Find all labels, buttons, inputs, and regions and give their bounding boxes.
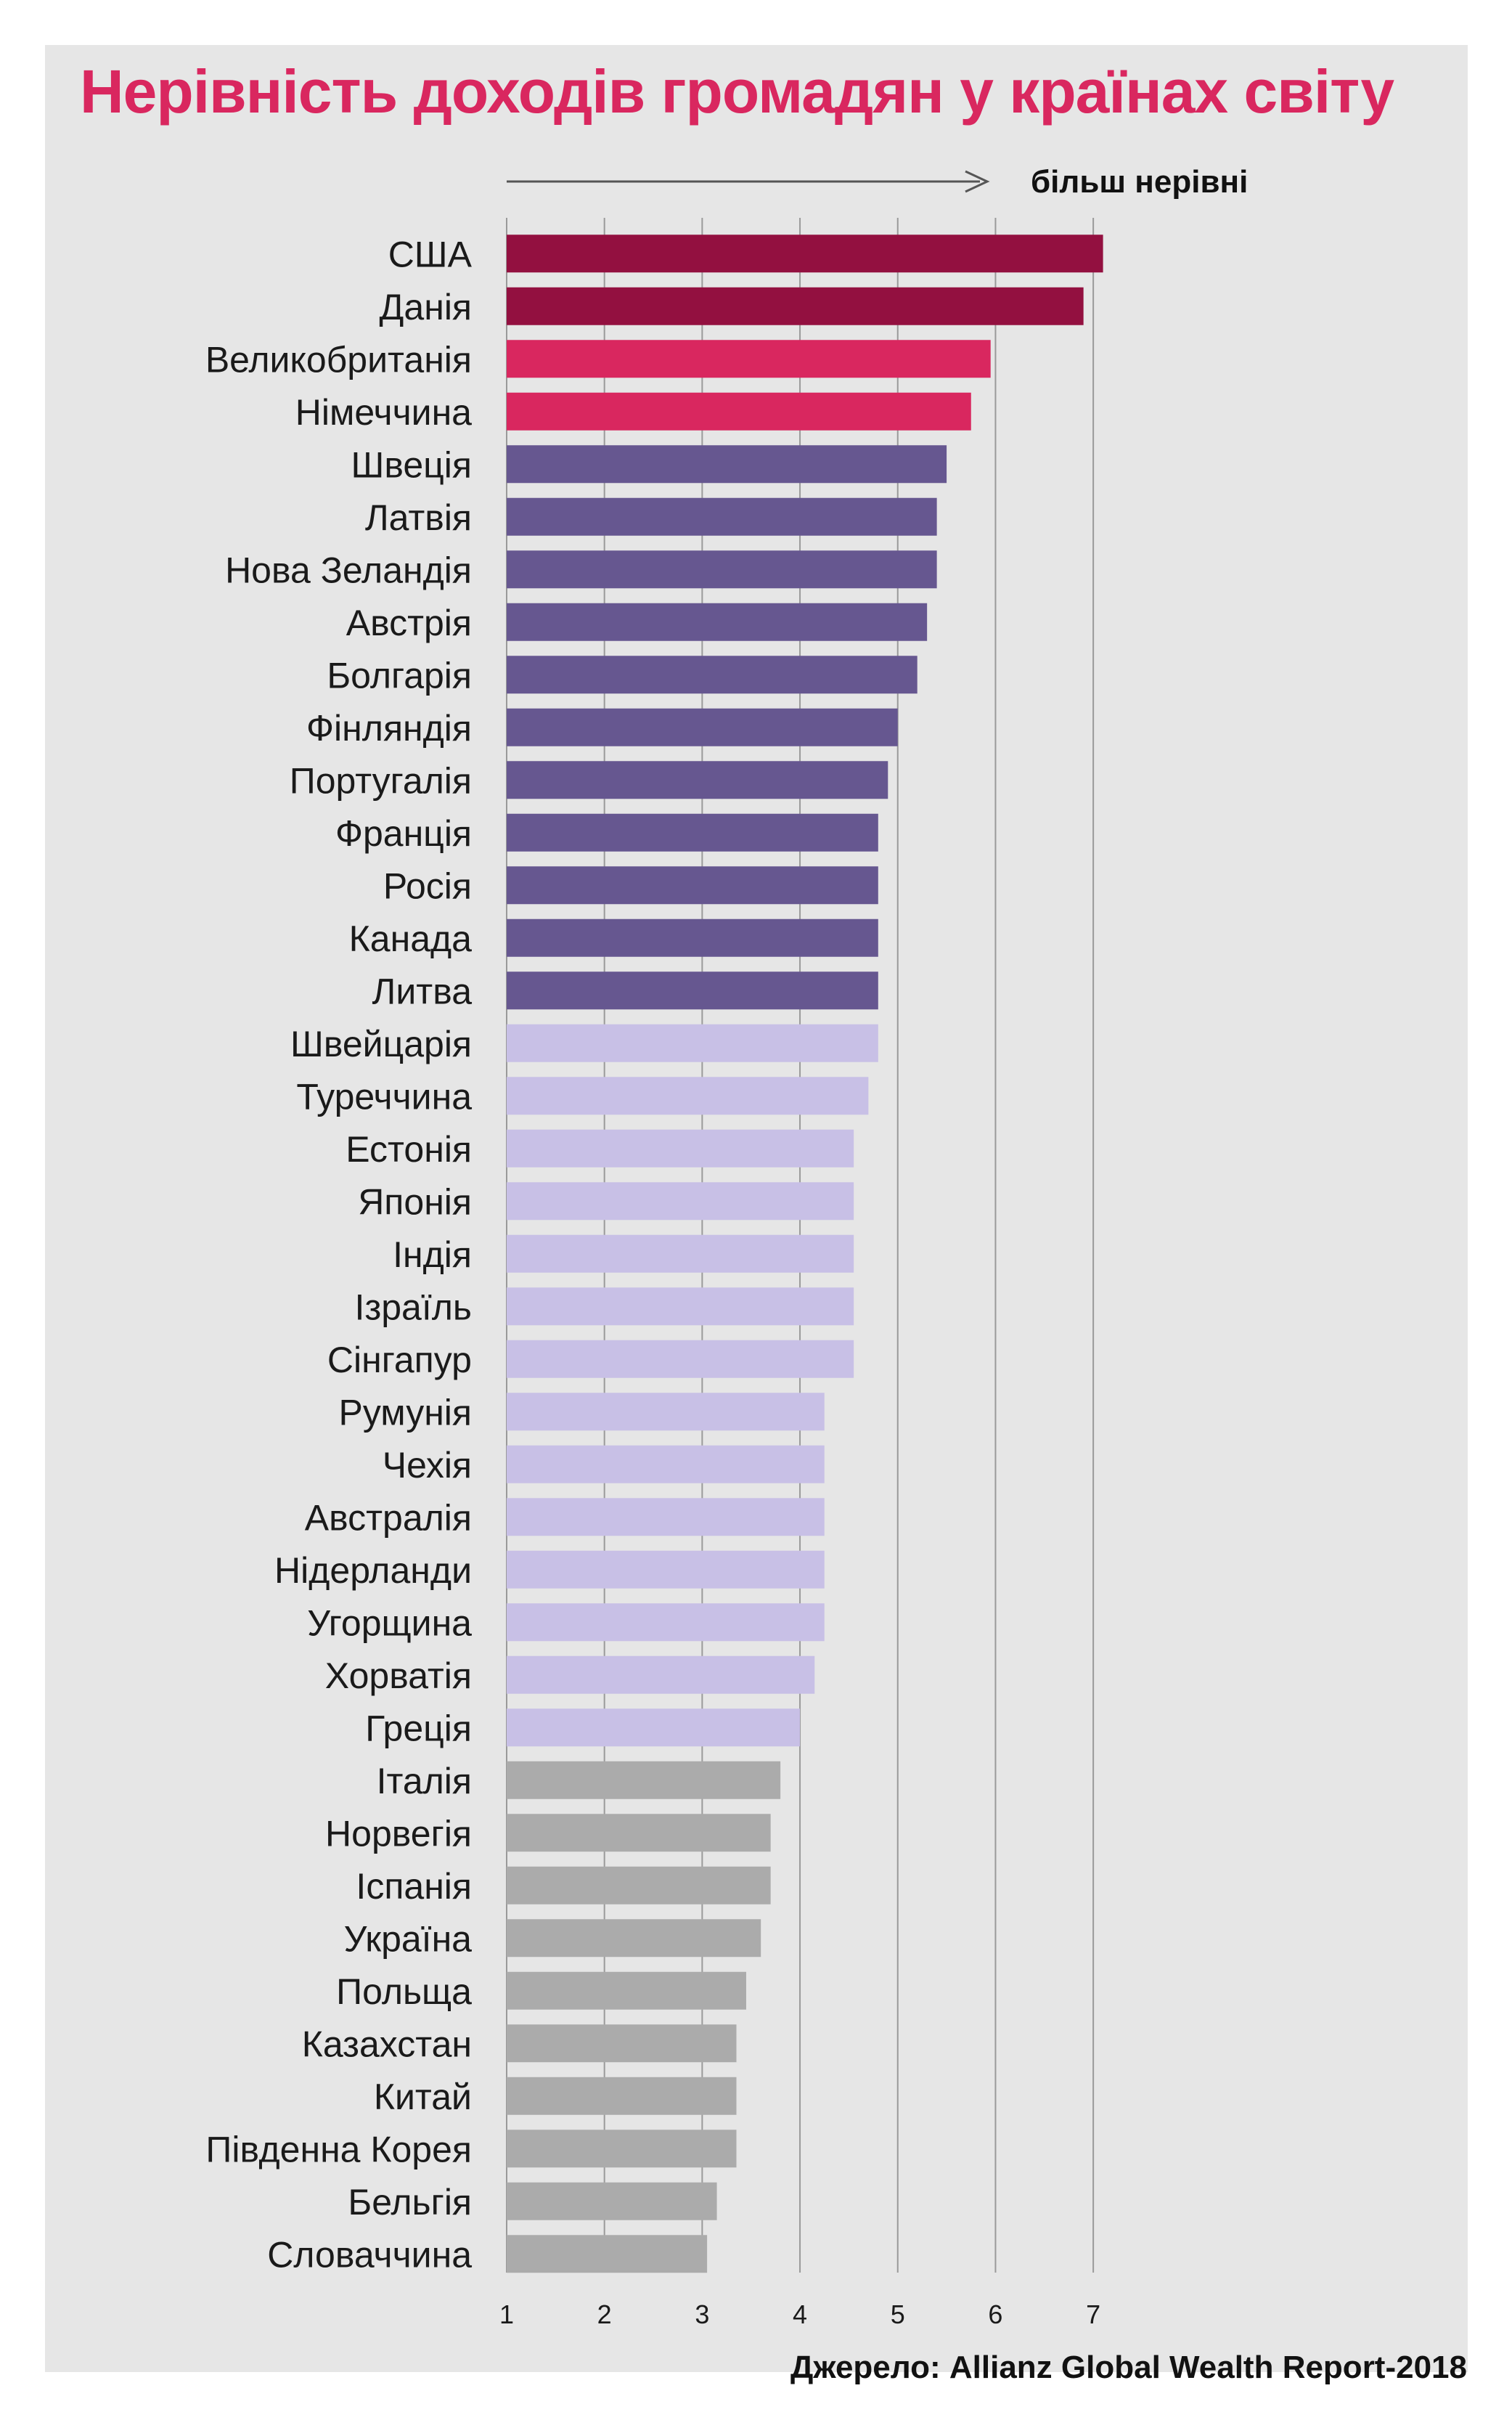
- category-label: Угорщина: [307, 1602, 472, 1643]
- category-label: Румунія: [338, 1392, 472, 1433]
- bar: [507, 2182, 717, 2220]
- bar: [507, 1655, 815, 1694]
- bar: [507, 1866, 771, 1904]
- category-label: Болгарія: [327, 655, 472, 696]
- x-tick-label: 4: [793, 2299, 807, 2329]
- source-note: Джерело: Allianz Global Wealth Report-20…: [790, 2350, 1467, 2385]
- bar: [507, 1708, 801, 1747]
- bar: [507, 392, 971, 431]
- bar: [507, 1971, 746, 2010]
- category-label: Казахстан: [302, 2024, 472, 2064]
- bar: [507, 1024, 878, 1062]
- bar: [507, 1287, 854, 1326]
- category-label: Греція: [365, 1708, 472, 1748]
- bar: [507, 445, 947, 484]
- bar: [507, 235, 1103, 273]
- category-label: Ізраїль: [354, 1287, 472, 1327]
- x-tick-label: 1: [499, 2299, 514, 2329]
- bar: [507, 761, 888, 799]
- bar: [507, 287, 1084, 325]
- bar: [507, 603, 928, 641]
- category-label: Португалія: [290, 760, 472, 801]
- bar: [507, 1182, 854, 1221]
- category-label: Норвегія: [325, 1813, 472, 1854]
- bar: [507, 1129, 854, 1168]
- category-label: Нідерланди: [274, 1550, 472, 1591]
- category-label: Хорватія: [325, 1655, 472, 1696]
- bar: [507, 1550, 825, 1589]
- category-label: Нова Зеландія: [225, 550, 472, 590]
- x-tick-label: 3: [695, 2299, 709, 2329]
- bar: [507, 1393, 825, 1431]
- category-label: Китай: [374, 2077, 472, 2117]
- category-label: Великобританія: [205, 339, 472, 380]
- bar: [507, 1077, 869, 1115]
- category-label: Австралія: [305, 1497, 472, 1538]
- bar: [507, 918, 878, 957]
- bar: [507, 1919, 761, 1957]
- bar: [507, 1445, 825, 1483]
- bar: [507, 2077, 737, 2115]
- bar: [507, 1761, 781, 1799]
- category-label: Італія: [377, 1761, 472, 1801]
- category-label: Німеччина: [295, 392, 472, 433]
- bar: [507, 1814, 771, 1852]
- x-tick-label: 7: [1086, 2299, 1100, 2329]
- category-label: Естонія: [346, 1129, 472, 1170]
- bar: [507, 656, 918, 694]
- bar: [507, 2024, 737, 2063]
- bar: [507, 2235, 708, 2273]
- bar: [507, 2130, 737, 2168]
- category-label: США: [388, 234, 473, 274]
- category-label: Швейцарія: [290, 1024, 472, 1064]
- bar: [507, 1234, 854, 1273]
- bars: [507, 235, 1103, 2273]
- direction-annotation: більш нерівні: [1031, 164, 1249, 200]
- bar: [507, 708, 898, 746]
- category-label: Туреччина: [296, 1076, 472, 1117]
- bar: [507, 1340, 854, 1378]
- category-label: Словаччина: [267, 2234, 472, 2275]
- category-label: Фінляндія: [306, 708, 472, 749]
- category-label: Польща: [336, 1971, 472, 2012]
- category-label: Литва: [372, 971, 473, 1011]
- bar: [507, 340, 991, 378]
- x-tick-label: 5: [891, 2299, 905, 2329]
- category-label: Іспанія: [356, 1866, 472, 1907]
- category-label: Канада: [349, 918, 473, 959]
- bar: [507, 971, 878, 1010]
- bar: [507, 813, 878, 852]
- category-label: Бельгія: [348, 2182, 472, 2223]
- category-label: Південна Корея: [205, 2129, 472, 2170]
- direction-arrowhead: [965, 170, 990, 193]
- category-label: Латвія: [365, 497, 472, 538]
- category-label: Україна: [344, 1918, 473, 1959]
- bar: [507, 550, 937, 589]
- bar: [507, 866, 878, 905]
- x-tick-label: 2: [597, 2299, 612, 2329]
- category-label: Чехія: [383, 1445, 472, 1486]
- category-label: Швеція: [351, 444, 472, 485]
- category-label: Індія: [393, 1234, 472, 1275]
- category-label: Росія: [383, 865, 472, 906]
- chart-title: Нерівність доходів громадян у країнах св…: [80, 57, 1394, 126]
- category-label: Австрія: [346, 603, 472, 643]
- category-label: Данія: [380, 287, 472, 327]
- bar: [507, 1603, 825, 1642]
- category-labels: США Данія Великобританія Німеччина Швеція Лат…: [205, 234, 473, 2275]
- category-label: Франція: [335, 813, 472, 854]
- x-axis-ticks: 1 2 3 4 5 6 7: [499, 2299, 1100, 2329]
- x-tick-label: 6: [988, 2299, 1002, 2329]
- bar: [507, 1498, 825, 1536]
- category-label: Сінгапур: [327, 1340, 472, 1380]
- category-label: Японія: [358, 1181, 472, 1222]
- bar: [507, 497, 937, 536]
